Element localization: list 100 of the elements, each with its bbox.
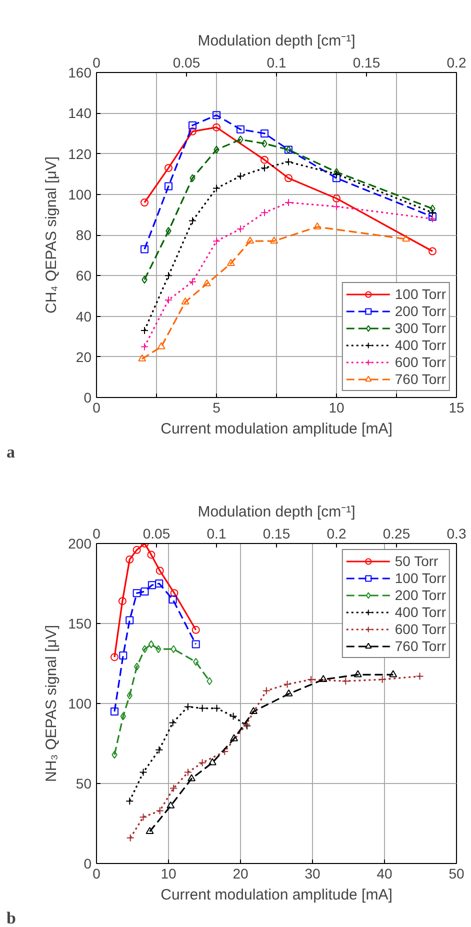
point (164, 164, 172, 172)
point (416, 672, 424, 680)
point (389, 670, 398, 678)
x2-tick-label: 0.15 (262, 526, 290, 542)
x-tick-label: 50 (448, 866, 464, 882)
x2-tick-label: 0.05 (172, 54, 200, 70)
point (184, 768, 192, 776)
point (126, 692, 132, 700)
x-tick-label: 40 (376, 866, 392, 882)
legend-label: 600 Torr (394, 621, 446, 637)
y-tick-label: 160 (68, 64, 92, 80)
point (140, 245, 148, 254)
legend-label: 200 Torr (394, 303, 446, 319)
point (332, 194, 340, 202)
point (284, 174, 292, 182)
x-tick-label: 20 (232, 866, 248, 882)
point (206, 677, 212, 686)
point (283, 680, 292, 688)
point (319, 674, 328, 682)
x2-tick-label: 0.2 (326, 526, 346, 542)
point (155, 580, 164, 588)
y-tick-label: 60 (76, 268, 92, 284)
x-tick-label: 10 (160, 866, 176, 882)
x2-tick-label: 0.05 (142, 526, 170, 542)
point (192, 626, 200, 634)
y-tick-label: 120 (68, 146, 92, 162)
point (354, 670, 362, 678)
point (156, 566, 164, 575)
point (168, 718, 177, 727)
point (260, 129, 268, 138)
point (246, 236, 254, 244)
x-tick-label: 30 (304, 866, 320, 882)
point (188, 127, 196, 136)
y-tick-label: 140 (68, 105, 92, 122)
point (238, 136, 244, 144)
point (198, 704, 206, 712)
point (181, 297, 190, 305)
point (126, 616, 134, 624)
point (332, 174, 340, 182)
point (140, 326, 148, 334)
point (220, 748, 229, 756)
point (157, 342, 166, 350)
point (214, 146, 220, 154)
x2-tick-label: 0.25 (382, 526, 410, 542)
point (212, 111, 220, 120)
point (202, 279, 211, 286)
x-tick-label: 5 (212, 400, 221, 416)
point (342, 677, 350, 686)
point (193, 658, 199, 666)
point (120, 712, 126, 720)
point (236, 172, 244, 180)
point (236, 125, 244, 134)
x-axis-title: Current modulation amplitude [mA] (160, 420, 392, 438)
x2-tick-label: 0.15 (352, 54, 380, 70)
y-tick-label: 80 (76, 227, 92, 243)
point (148, 640, 154, 648)
point (188, 774, 196, 782)
point (192, 640, 200, 648)
point (126, 797, 134, 806)
y-tick-label: 150 (68, 616, 92, 632)
point (132, 546, 141, 554)
point (134, 662, 140, 671)
y-tick-label: 20 (76, 348, 92, 365)
point (112, 750, 118, 759)
y-tick-label: 100 (68, 186, 92, 202)
point (110, 653, 118, 662)
point (212, 704, 221, 712)
point (170, 784, 178, 792)
point (332, 202, 340, 211)
point (402, 234, 410, 242)
point (190, 174, 196, 182)
x-tick-label: 15 (448, 400, 464, 416)
point (147, 550, 156, 559)
x2-axis-title: Modulation depth [cm⁻¹] (198, 32, 356, 50)
point (198, 758, 206, 767)
point (284, 158, 292, 166)
text: b (6, 908, 16, 927)
y-axis-title: NH₃ QEPAS signal [μV] (43, 624, 60, 782)
point (166, 226, 172, 235)
x-tick-label: 10 (328, 400, 344, 416)
point (208, 758, 216, 766)
point (168, 596, 177, 604)
point (229, 712, 238, 720)
point (140, 198, 148, 206)
point (284, 198, 292, 206)
y-axis-title: CH₄ QEPAS signal [μV] (43, 156, 60, 314)
point (156, 806, 164, 815)
point (164, 272, 172, 280)
x-axis-title: Current modulation amplitude [mA] (160, 886, 392, 904)
point (378, 676, 386, 684)
point (138, 354, 146, 362)
point (226, 258, 235, 266)
point (139, 813, 148, 822)
point (428, 247, 436, 256)
point (126, 834, 134, 842)
legend-label: 760 Torr (394, 371, 446, 387)
point (110, 708, 118, 716)
point (313, 222, 322, 230)
point (139, 768, 148, 776)
legend-label: 300 Torr (394, 320, 446, 336)
